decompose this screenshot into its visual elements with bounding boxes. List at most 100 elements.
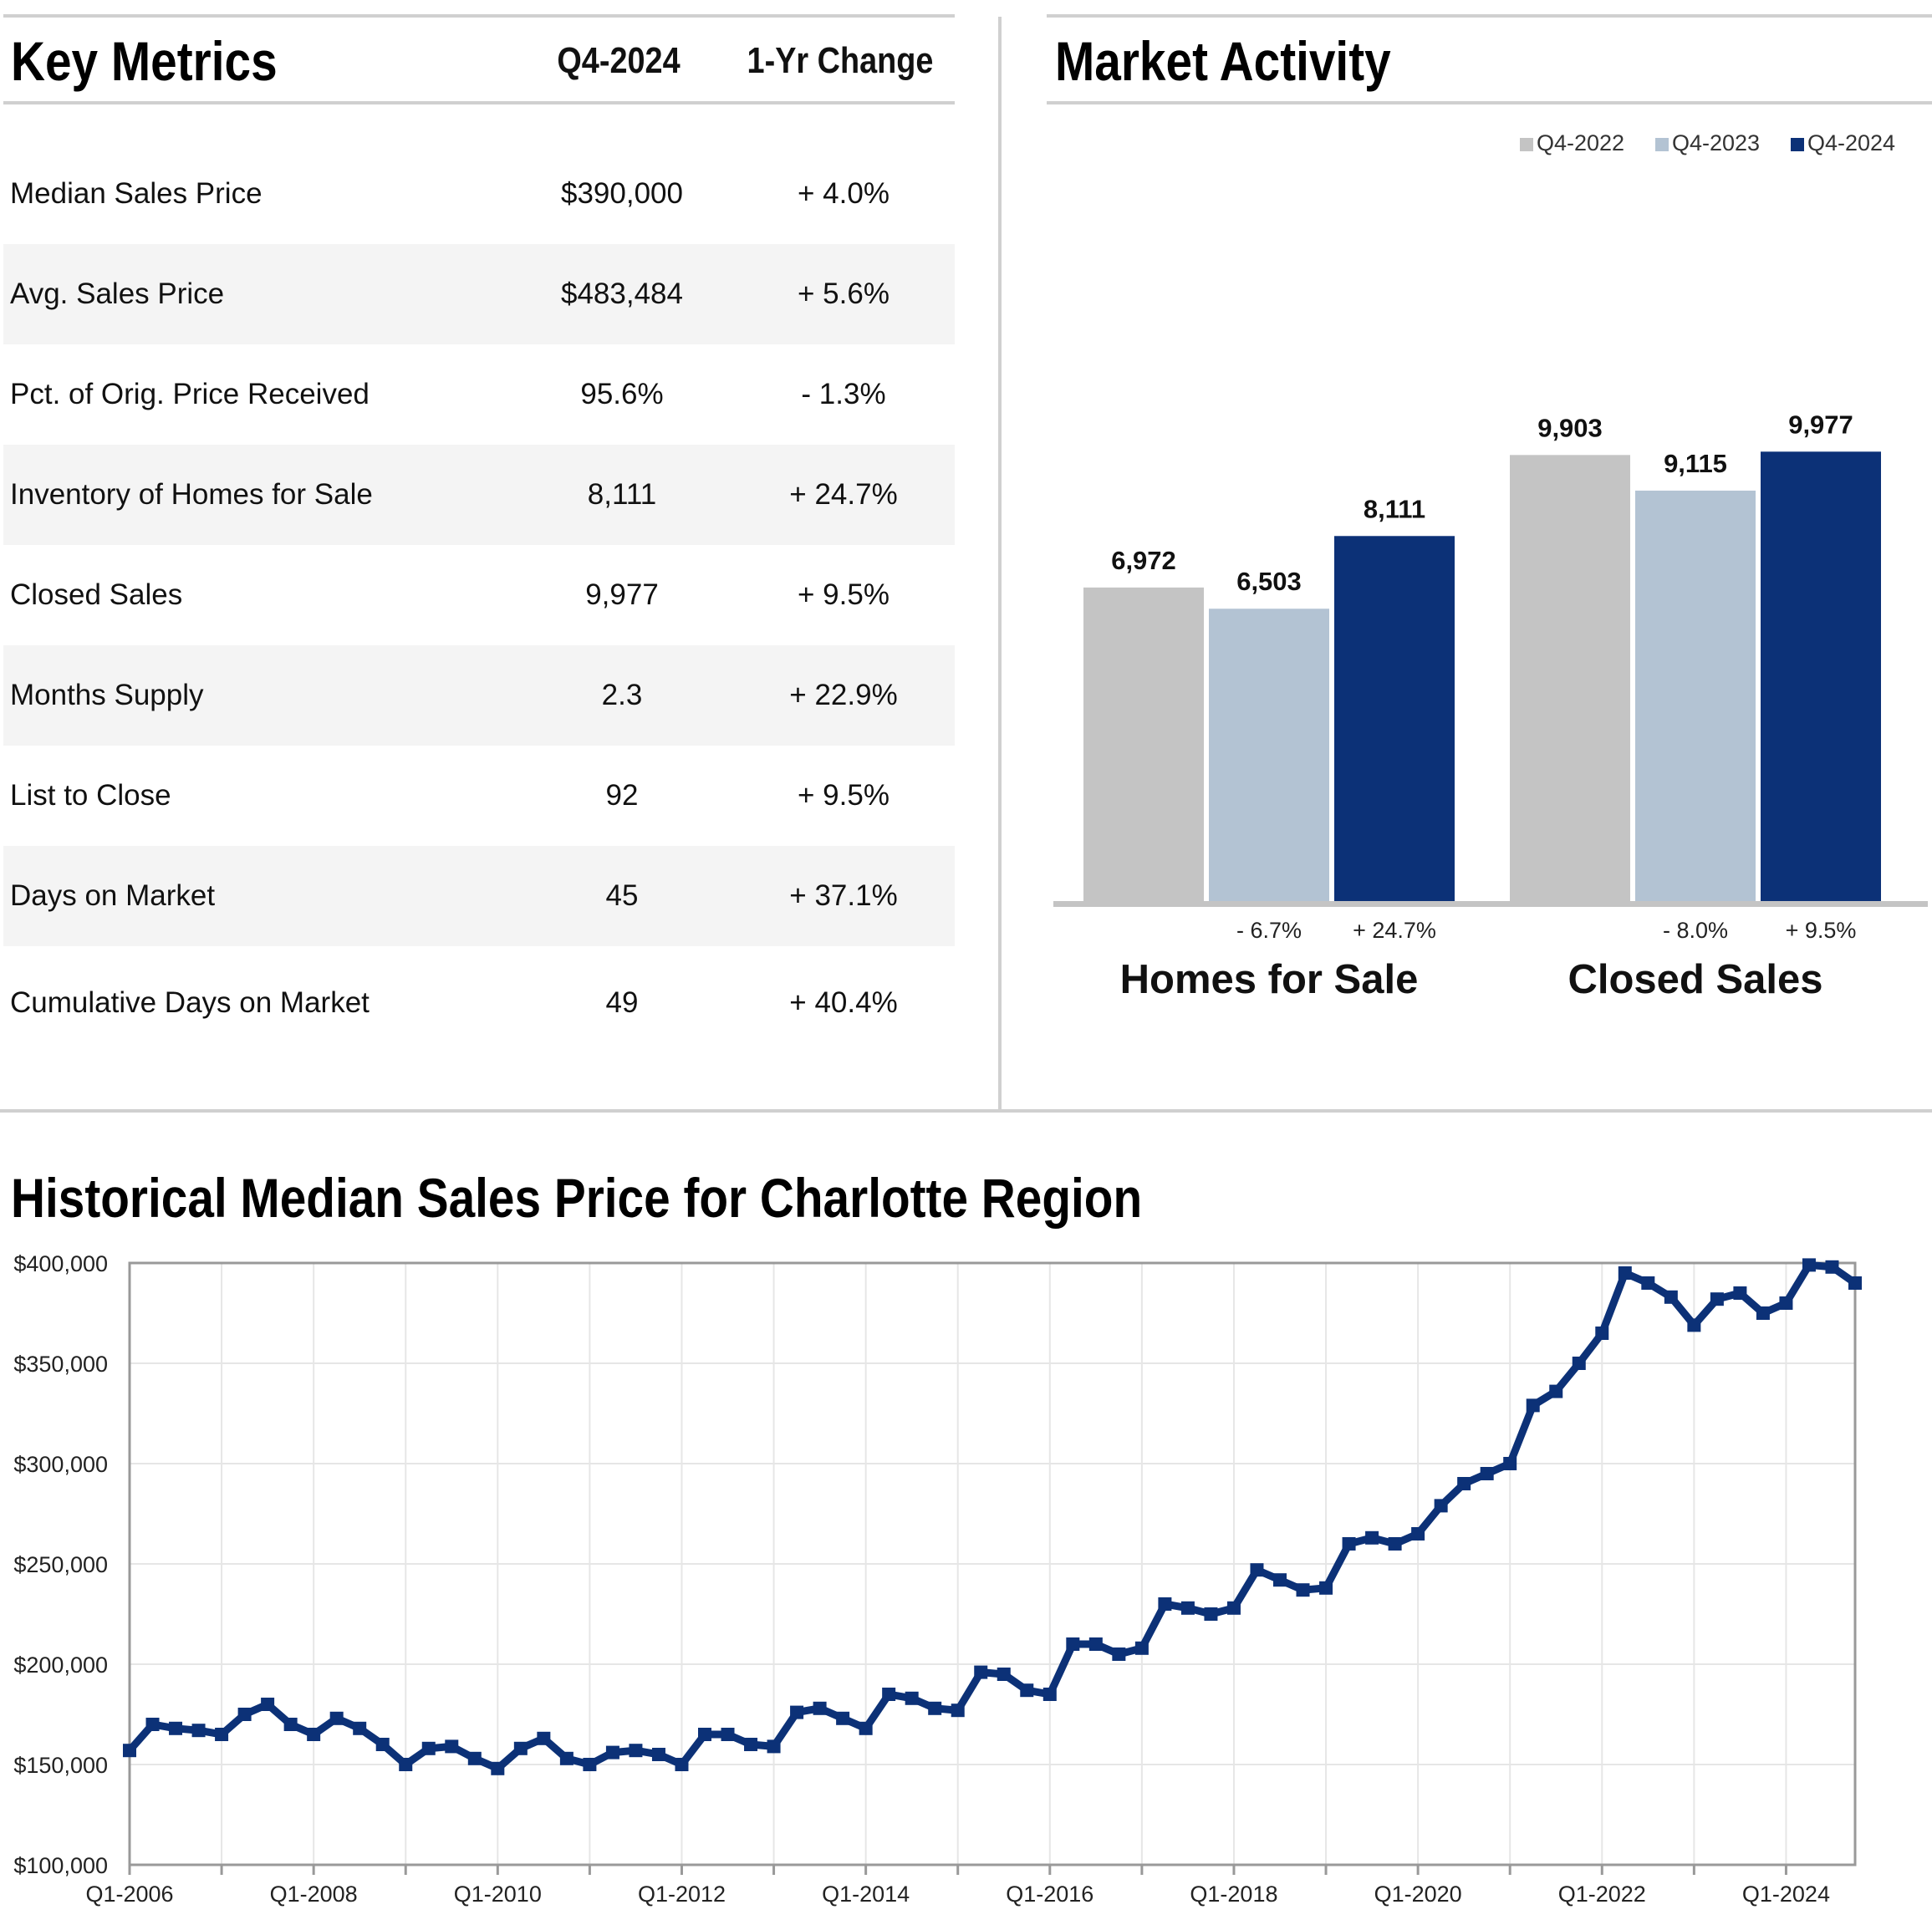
category-label: Homes for Sale — [1120, 957, 1419, 1002]
metric-label: Cumulative Days on Market — [10, 986, 370, 1019]
metric-change: + 40.4% — [789, 986, 898, 1019]
price-point — [399, 1758, 413, 1771]
price-point — [261, 1698, 275, 1711]
legend-label: Q4-2022 — [1537, 130, 1624, 155]
price-point — [559, 1751, 573, 1765]
metric-change: + 5.6% — [798, 278, 890, 310]
price-point — [790, 1705, 804, 1719]
price-point — [1250, 1563, 1264, 1577]
price-point — [651, 1748, 665, 1761]
price-point — [1733, 1286, 1747, 1300]
x-tick-label: Q1-2018 — [1190, 1882, 1277, 1907]
price-point — [1549, 1384, 1563, 1398]
bar-value-label: 9,115 — [1664, 449, 1727, 478]
x-tick-label: Q1-2016 — [1006, 1882, 1093, 1907]
price-point — [1020, 1683, 1034, 1698]
key-metrics-title: Key Metrics — [11, 30, 278, 92]
price-point — [1042, 1688, 1057, 1701]
x-tick-label: Q1-2020 — [1374, 1882, 1462, 1907]
bar-value-label: 8,111 — [1364, 494, 1425, 523]
metric-label: Pct. of Orig. Price Received — [10, 378, 370, 410]
x-tick-label: Q1-2006 — [85, 1882, 173, 1907]
price-point — [491, 1761, 505, 1775]
price-point — [1664, 1290, 1678, 1304]
price-point — [928, 1701, 942, 1715]
price-point — [191, 1724, 206, 1738]
y-tick-label: $400,000 — [13, 1251, 108, 1276]
metric-change: + 22.9% — [789, 679, 898, 711]
metric-value: $483,484 — [561, 278, 683, 310]
metric-row: Median Sales Price $390,000 + 4.0% — [3, 144, 955, 244]
price-point — [1434, 1499, 1448, 1513]
bar-baseline — [1053, 901, 1928, 907]
metric-value: 2.3 — [601, 679, 643, 711]
price-point — [1457, 1477, 1471, 1490]
legend-label: Q4-2023 — [1672, 130, 1760, 155]
price-point — [721, 1728, 735, 1741]
price-point — [353, 1721, 367, 1735]
metric-value: 9,977 — [585, 578, 659, 611]
price-point — [583, 1758, 597, 1771]
price-point — [1296, 1583, 1310, 1597]
bar-value-label: 9,903 — [1537, 413, 1603, 442]
price-point — [421, 1741, 436, 1755]
price-point — [1756, 1306, 1770, 1320]
metric-row: Months Supply 2.3 + 22.9% — [3, 645, 955, 746]
price-point — [375, 1738, 390, 1751]
y-tick-label: $350,000 — [13, 1352, 108, 1377]
price-point — [859, 1721, 873, 1735]
price-point — [537, 1731, 551, 1745]
market-activity-header-rule — [1047, 101, 1932, 104]
metric-label: Avg. Sales Price — [10, 278, 225, 310]
price-point — [237, 1708, 252, 1721]
metric-value: 49 — [605, 986, 639, 1019]
metric-value: 45 — [605, 879, 639, 912]
metric-row: List to Close 92 + 9.5% — [3, 746, 955, 846]
price-point — [1365, 1530, 1379, 1545]
price-point — [1825, 1260, 1839, 1274]
change-label: - 6.7% — [1236, 918, 1302, 943]
bar-value-label: 6,503 — [1236, 567, 1302, 596]
x-tick-label: Q1-2010 — [454, 1882, 542, 1907]
bar-q4-2024 — [1761, 451, 1881, 903]
price-point — [1848, 1276, 1862, 1290]
metric-label: Months Supply — [10, 679, 204, 711]
bar-value-label: 9,977 — [1788, 410, 1853, 439]
bar-value-label: 6,972 — [1111, 546, 1176, 575]
price-point — [123, 1744, 136, 1758]
market-activity-title: Market Activity — [1055, 30, 1391, 92]
price-point — [744, 1738, 758, 1751]
key-metrics-top-rule — [3, 14, 955, 18]
legend-swatch-2 — [1791, 138, 1804, 151]
key-metrics-header-rule — [3, 101, 955, 104]
price-point — [1411, 1527, 1425, 1541]
price-point — [905, 1691, 919, 1705]
price-point — [1802, 1258, 1816, 1272]
price-point — [1779, 1296, 1793, 1310]
metric-value: 92 — [605, 779, 639, 812]
metric-change: + 9.5% — [798, 779, 890, 812]
price-point — [1088, 1637, 1103, 1651]
price-point — [813, 1701, 827, 1715]
metric-label: Inventory of Homes for Sale — [10, 478, 373, 511]
y-tick-label: $300,000 — [13, 1452, 108, 1477]
historical-title: Historical Median Sales Price for Charlo… — [11, 1167, 1143, 1229]
x-tick-label: Q1-2024 — [1742, 1882, 1830, 1907]
price-point — [1595, 1327, 1609, 1340]
change-label: - 8.0% — [1663, 918, 1728, 943]
price-point — [675, 1758, 689, 1771]
price-point — [605, 1745, 619, 1759]
price-point — [698, 1728, 711, 1741]
price-point — [1503, 1457, 1517, 1470]
price-point — [1710, 1292, 1724, 1306]
metric-label: Median Sales Price — [10, 177, 263, 210]
y-tick-label: $200,000 — [13, 1653, 108, 1678]
metric-label: List to Close — [10, 779, 171, 812]
plot-frame — [128, 1261, 1857, 1866]
change-label: + 9.5% — [1786, 918, 1857, 943]
bar-q4-2023 — [1635, 490, 1756, 903]
price-point — [1112, 1647, 1126, 1661]
panel-divider — [998, 17, 1002, 1112]
metric-row: Days on Market 45 + 37.1% — [3, 846, 955, 946]
price-point — [1180, 1601, 1195, 1615]
